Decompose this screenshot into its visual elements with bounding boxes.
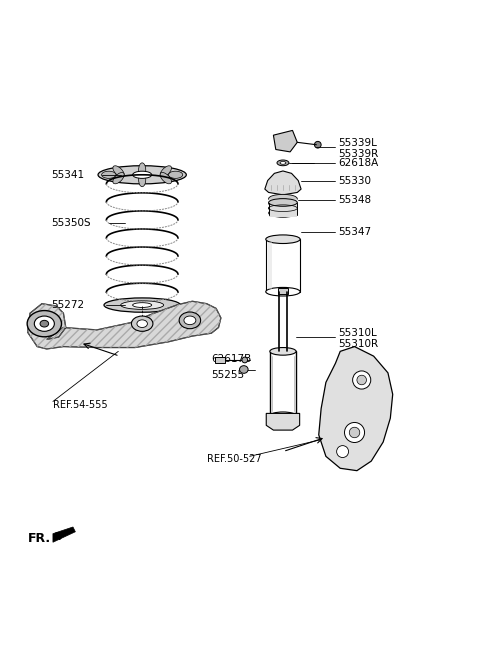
Text: REF.54-555: REF.54-555 (53, 400, 108, 410)
Ellipse shape (120, 301, 164, 309)
Ellipse shape (102, 171, 116, 178)
Ellipse shape (269, 199, 297, 208)
Ellipse shape (349, 427, 360, 438)
Ellipse shape (137, 320, 147, 328)
Bar (266, 239, 300, 291)
Polygon shape (274, 130, 297, 152)
Text: 62617B: 62617B (211, 354, 252, 364)
Ellipse shape (336, 445, 348, 458)
Ellipse shape (113, 166, 124, 177)
Ellipse shape (168, 171, 183, 178)
Ellipse shape (266, 288, 300, 296)
Ellipse shape (269, 195, 297, 203)
Ellipse shape (40, 320, 48, 327)
Ellipse shape (104, 298, 180, 312)
Text: 55350S: 55350S (51, 217, 91, 227)
Ellipse shape (269, 204, 297, 212)
Ellipse shape (345, 422, 364, 443)
Ellipse shape (270, 348, 296, 355)
Polygon shape (53, 527, 75, 542)
Ellipse shape (242, 357, 248, 363)
Ellipse shape (139, 172, 146, 187)
Ellipse shape (357, 375, 366, 384)
Bar (278, 288, 288, 294)
Ellipse shape (269, 198, 297, 206)
Ellipse shape (113, 172, 124, 184)
Ellipse shape (179, 312, 201, 329)
Text: 55255: 55255 (211, 370, 244, 380)
Bar (268, 242, 272, 290)
Text: 55330: 55330 (338, 176, 371, 185)
Ellipse shape (280, 161, 286, 164)
Circle shape (314, 141, 321, 148)
Ellipse shape (353, 371, 371, 389)
Text: 55341: 55341 (51, 170, 84, 179)
Ellipse shape (184, 316, 196, 325)
Ellipse shape (160, 172, 171, 184)
Text: FR.: FR. (28, 532, 51, 545)
Ellipse shape (270, 412, 296, 420)
Text: 55348: 55348 (338, 195, 371, 204)
Polygon shape (319, 346, 393, 471)
Text: 55310L
55310R: 55310L 55310R (338, 328, 378, 349)
Ellipse shape (27, 310, 61, 337)
Bar (215, 356, 225, 364)
Text: 55339L
55339R: 55339L 55339R (338, 138, 378, 159)
Ellipse shape (132, 303, 152, 307)
Ellipse shape (266, 235, 300, 244)
Ellipse shape (139, 163, 146, 177)
Ellipse shape (277, 160, 289, 166)
Text: REF.50-527: REF.50-527 (206, 454, 261, 464)
Bar (270, 351, 296, 416)
Ellipse shape (269, 209, 297, 217)
Text: 55347: 55347 (338, 227, 371, 237)
Ellipse shape (34, 316, 54, 331)
Ellipse shape (132, 171, 152, 178)
Ellipse shape (240, 365, 248, 373)
Bar (269, 198, 297, 217)
Ellipse shape (160, 166, 171, 177)
Polygon shape (266, 413, 300, 430)
Ellipse shape (98, 166, 186, 184)
Text: 62618A: 62618A (338, 158, 378, 168)
Ellipse shape (132, 316, 153, 331)
Polygon shape (28, 301, 221, 349)
Polygon shape (265, 171, 301, 195)
Text: 55272: 55272 (51, 299, 84, 310)
